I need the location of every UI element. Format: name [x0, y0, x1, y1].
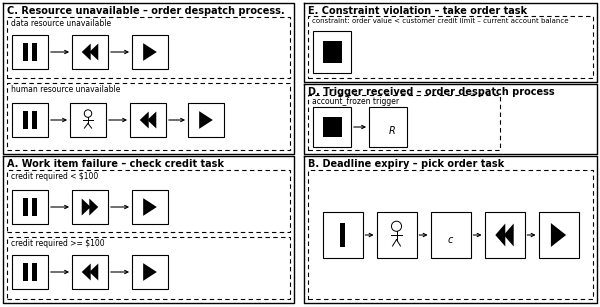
Polygon shape: [82, 263, 91, 281]
Bar: [539, 212, 578, 258]
Text: credit required < $100: credit required < $100: [11, 172, 98, 181]
Bar: [32, 263, 37, 281]
Bar: [132, 190, 168, 224]
Polygon shape: [496, 223, 505, 247]
Bar: [132, 35, 168, 69]
Bar: [323, 117, 341, 138]
Bar: [23, 263, 28, 281]
Bar: [308, 95, 500, 150]
Polygon shape: [140, 111, 149, 129]
Bar: [72, 190, 108, 224]
Text: D. Trigger received – order despatch process: D. Trigger received – order despatch pro…: [308, 87, 554, 97]
Bar: [308, 16, 593, 78]
Bar: [12, 190, 48, 224]
Polygon shape: [199, 111, 213, 129]
Text: R: R: [389, 126, 395, 136]
Bar: [70, 103, 106, 137]
Bar: [7, 17, 290, 78]
Bar: [12, 35, 48, 69]
Polygon shape: [143, 198, 157, 216]
Bar: [308, 170, 593, 299]
Bar: [32, 43, 37, 61]
Bar: [32, 111, 37, 129]
Text: data resource unavailable: data resource unavailable: [11, 19, 111, 28]
Text: C. Resource unavailable – order despatch process.: C. Resource unavailable – order despatch…: [7, 6, 284, 16]
Polygon shape: [143, 263, 157, 281]
Bar: [12, 103, 48, 137]
Bar: [7, 237, 290, 299]
Bar: [7, 83, 290, 150]
Bar: [188, 103, 224, 137]
Text: B. Deadline expiry – pick order task: B. Deadline expiry – pick order task: [308, 159, 504, 169]
Bar: [23, 43, 28, 61]
Bar: [132, 255, 168, 289]
Bar: [485, 212, 524, 258]
Text: c: c: [448, 235, 453, 245]
Bar: [369, 107, 407, 147]
Bar: [12, 255, 48, 289]
Polygon shape: [82, 44, 91, 60]
Text: account_frozen trigger: account_frozen trigger: [312, 97, 399, 106]
Bar: [323, 212, 362, 258]
Text: A. Work item failure – check credit task: A. Work item failure – check credit task: [7, 159, 224, 169]
Bar: [313, 31, 351, 73]
Bar: [72, 35, 108, 69]
Bar: [313, 107, 351, 147]
Bar: [377, 212, 416, 258]
Polygon shape: [551, 223, 566, 247]
Text: E. Constraint violation – take order task: E. Constraint violation – take order tas…: [308, 6, 527, 16]
Text: human resource unavailable: human resource unavailable: [11, 85, 121, 94]
Polygon shape: [89, 199, 98, 216]
Bar: [72, 255, 108, 289]
Text: constraint: order value < customer credit limit – current account balance: constraint: order value < customer credi…: [312, 18, 569, 24]
Bar: [23, 198, 28, 216]
Bar: [323, 41, 341, 63]
Bar: [130, 103, 166, 137]
Bar: [32, 198, 37, 216]
Polygon shape: [89, 44, 98, 60]
Text: credit required >= $100: credit required >= $100: [11, 239, 104, 248]
Polygon shape: [147, 111, 156, 129]
Polygon shape: [143, 43, 157, 61]
Bar: [431, 212, 470, 258]
Bar: [23, 111, 28, 129]
Polygon shape: [89, 263, 98, 281]
Bar: [7, 170, 290, 232]
Bar: [340, 223, 344, 247]
Polygon shape: [504, 223, 514, 247]
Polygon shape: [82, 199, 91, 216]
